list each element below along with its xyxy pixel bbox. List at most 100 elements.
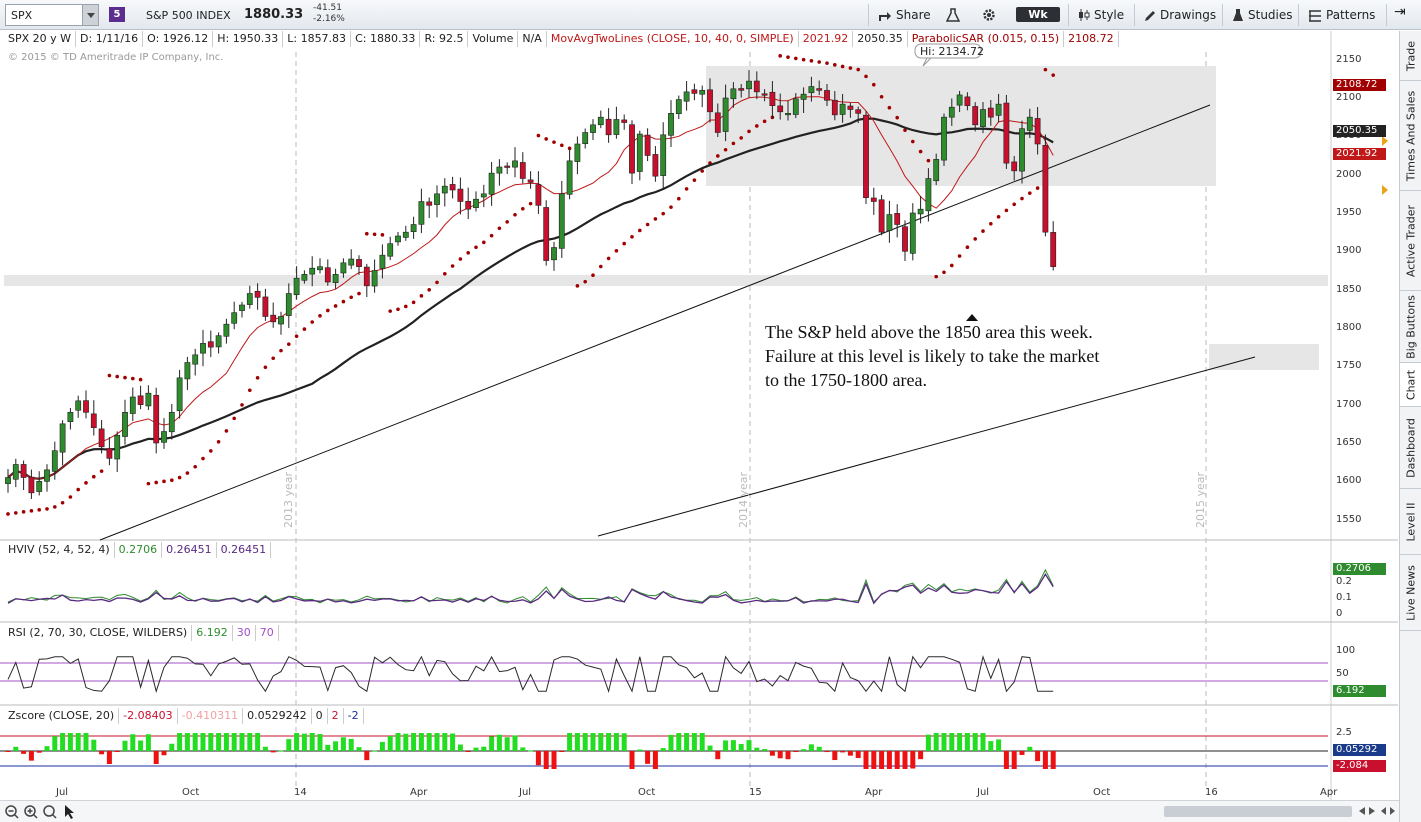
flask-button[interactable] <box>945 7 964 23</box>
zscore-bar <box>738 744 744 751</box>
sar-dot <box>435 280 439 285</box>
sar-dot <box>240 403 244 407</box>
candle-up <box>590 124 596 133</box>
sar-dot <box>684 187 689 191</box>
sar-dot <box>310 320 315 324</box>
zoom-reset-icon[interactable] <box>42 804 58 820</box>
zscore-bar <box>138 740 144 751</box>
target-zone <box>1209 344 1319 370</box>
drawings-button[interactable]: Drawings <box>1144 7 1216 23</box>
scroll-expand-icon[interactable] <box>1380 806 1396 816</box>
sar-dot <box>809 59 814 63</box>
zscore-bar <box>1003 751 1009 769</box>
zoom-out-icon[interactable] <box>4 804 20 820</box>
candle-down <box>457 188 464 202</box>
candle-down <box>535 184 542 206</box>
scroll-right-icon[interactable] <box>1367 806 1377 816</box>
hviv-tick: 0.1 <box>1336 592 1352 603</box>
date-label: D: 1/11/16 <box>76 31 144 47</box>
sar-dot <box>1028 191 1032 195</box>
candle-up <box>668 113 674 136</box>
studies-button[interactable]: Studies <box>1232 7 1293 23</box>
candle-down <box>777 105 784 113</box>
zscore-box-2: -2.084 <box>1333 760 1386 772</box>
toolbar-divider <box>1222 4 1223 26</box>
zscore-bar <box>239 733 245 751</box>
side-tab-live-news[interactable]: Live News <box>1400 555 1421 631</box>
price-tick: 1950 <box>1336 207 1362 218</box>
candle-up <box>340 262 347 274</box>
settings-button[interactable] <box>982 7 1000 23</box>
zscore-bar <box>177 733 183 751</box>
candle-up <box>730 88 737 100</box>
sar-study-label[interactable]: ParabolicSAR (0.015, 0.15) <box>908 31 1065 47</box>
price-candles <box>5 70 1057 499</box>
patterns-button[interactable]: Patterns <box>1308 7 1375 23</box>
sar-dot <box>692 178 697 182</box>
zscore-box-1: 0.05292 <box>1333 744 1386 756</box>
sar-dot <box>747 129 751 134</box>
support-zone <box>4 275 1328 286</box>
symbol-input[interactable]: SPX <box>5 4 99 26</box>
zscore-bar <box>574 733 580 751</box>
share-icon <box>879 12 891 21</box>
rsi-study-label[interactable]: RSI (2, 70, 30, CLOSE, WILDERS) <box>4 625 193 641</box>
price-tick: 1900 <box>1336 245 1362 257</box>
side-tab-active-trader[interactable]: Active Trader <box>1400 191 1421 291</box>
style-button[interactable]: Style <box>1078 7 1124 23</box>
sar-dot <box>216 439 221 444</box>
side-tab-times-and-sales[interactable]: Times And Sales <box>1400 81 1421 191</box>
price-tick: 1800 <box>1336 322 1362 333</box>
share-button[interactable]: Share <box>878 7 931 23</box>
side-tab-dashboard[interactable]: Dashboard <box>1400 407 1421 489</box>
zscore-bar <box>754 747 760 751</box>
last-price: 1880.33 <box>244 7 304 22</box>
alert-marker-icon <box>1382 185 1388 195</box>
sar-dot <box>341 299 346 304</box>
chart-annotation[interactable]: The S&P held above the 1850 area this we… <box>765 320 1099 392</box>
price-tick: 1700 <box>1336 398 1362 410</box>
candle-down <box>605 118 612 136</box>
sar-dot <box>528 201 533 206</box>
sar-dot <box>872 82 876 87</box>
zscore-bar <box>379 741 385 751</box>
pointer-icon[interactable] <box>63 804 77 820</box>
side-tab-big-buttons[interactable]: Big Buttons <box>1400 291 1421 363</box>
sar-dot <box>318 313 322 318</box>
side-tab-level-ii[interactable]: Level II <box>1400 489 1421 555</box>
volume-label[interactable]: Volume <box>468 31 519 47</box>
symbol-dropdown-icon[interactable] <box>82 5 98 25</box>
side-tab-trade[interactable]: Trade <box>1400 31 1421 81</box>
zscore-bar <box>489 736 495 751</box>
change-block: -41.51 -2.16% <box>313 3 345 25</box>
ma-fast-price-box: 2021.92 <box>1333 148 1386 160</box>
sar-dot <box>76 487 80 492</box>
link-group-badge[interactable]: 5 <box>109 7 125 22</box>
collapse-panel-icon[interactable]: ⇥ <box>1394 4 1406 20</box>
zscore-bar <box>629 751 635 769</box>
candle-up <box>379 254 386 269</box>
sar-dot <box>162 479 166 484</box>
sar-dot <box>794 56 798 61</box>
horizontal-scrollbar[interactable] <box>1164 806 1352 817</box>
side-tab-chart[interactable]: Chart <box>1400 363 1421 407</box>
chart-canvas[interactable]: Hi: 2134.72 <box>0 31 1399 800</box>
side-tab-label: Trade <box>1404 40 1418 71</box>
candle-up <box>496 166 503 174</box>
candle-down <box>987 107 994 118</box>
zscore-bar <box>660 748 666 751</box>
zscore-study-label[interactable]: Zscore (CLOSE, 20) <box>4 708 120 724</box>
timeframe-button[interactable]: Wk <box>1016 7 1060 22</box>
ma-study-label[interactable]: MovAvgTwoLines (CLOSE, 10, 40, 0, SIMPLE… <box>547 31 799 47</box>
zscore-bar <box>21 751 27 754</box>
zscore-bar <box>606 733 612 751</box>
zscore-bar <box>481 746 487 751</box>
scroll-left-icon[interactable] <box>1357 806 1367 816</box>
zoom-in-icon[interactable] <box>23 804 39 820</box>
hviv-value-3: 0.26451 <box>217 542 272 558</box>
candle-down <box>254 290 261 298</box>
drawings-label: Drawings <box>1160 8 1217 22</box>
sar-dot <box>99 469 104 473</box>
hviv-study-label[interactable]: HVIV (52, 4, 52, 4) <box>4 542 115 558</box>
sar-dot <box>560 143 564 148</box>
